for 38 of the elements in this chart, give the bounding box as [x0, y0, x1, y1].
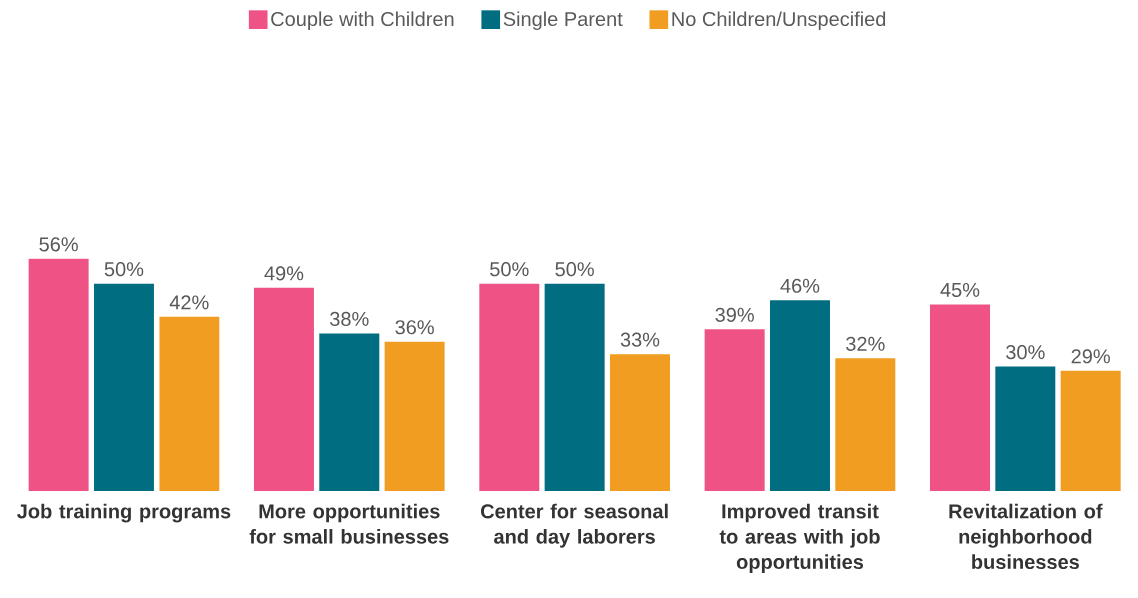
data-label: 50%: [555, 262, 594, 277]
bar: [544, 283, 605, 491]
bar: [835, 358, 896, 491]
data-label: 29%: [1071, 349, 1110, 364]
legend-label: Single Parent: [503, 11, 623, 31]
bar: [609, 354, 670, 491]
data-label: 39%: [715, 307, 754, 322]
data-label: 32%: [846, 336, 885, 351]
bar: [319, 333, 380, 491]
data-label: 46%: [780, 278, 820, 293]
bar: [28, 258, 89, 491]
x-tick-label: Revitalization of neighborhood businesses: [949, 503, 1103, 570]
data-label: 45%: [940, 282, 980, 297]
x-tick-label: Improved transit to areas with job opportunities: [719, 503, 880, 573]
x-tick-label: More opportunities for small businesses: [249, 503, 449, 544]
bar: [769, 300, 830, 491]
data-label: 50%: [104, 262, 144, 277]
legend-label: Couple with Children: [271, 11, 454, 31]
data-label: 36%: [395, 320, 434, 335]
bar: [384, 341, 445, 491]
bar: [159, 316, 220, 491]
bar: [253, 287, 314, 491]
data-label: 56%: [39, 237, 78, 252]
data-label: 42%: [169, 295, 209, 310]
x-tick-label: Job training programs: [17, 503, 231, 523]
data-label: 49%: [264, 266, 304, 281]
bar: [995, 366, 1056, 491]
bar: [1060, 370, 1121, 491]
bar: [930, 304, 990, 491]
data-label: 30%: [1006, 345, 1045, 360]
data-label: 50%: [490, 262, 529, 277]
data-label: 33%: [620, 332, 660, 347]
data-label: 38%: [330, 311, 369, 327]
legend-label: No Children/Unspecified: [672, 11, 886, 31]
bar: [479, 283, 540, 491]
x-tick-label: Center for seasonal and day laborers: [480, 503, 668, 548]
bar: [93, 283, 154, 491]
bar: [704, 329, 765, 491]
